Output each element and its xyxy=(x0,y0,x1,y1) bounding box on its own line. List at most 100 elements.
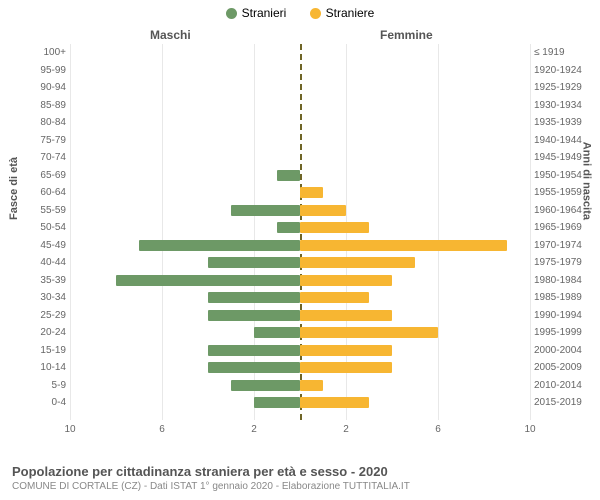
age-label: 65-69 xyxy=(26,170,66,181)
age-label: 10-14 xyxy=(26,362,66,373)
age-row: 0-42015-2019 xyxy=(70,394,530,412)
birth-label: 1965-1969 xyxy=(534,222,590,233)
bar-male xyxy=(277,222,300,233)
age-row: 5-92010-2014 xyxy=(70,377,530,395)
x-tick-label: 10 xyxy=(524,424,535,435)
age-label: 85-89 xyxy=(26,100,66,111)
chart-title: Popolazione per cittadinanza straniera p… xyxy=(12,464,588,479)
age-label: 50-54 xyxy=(26,222,66,233)
bar-female xyxy=(300,187,323,198)
bar-female xyxy=(300,397,369,408)
birth-label: 2015-2019 xyxy=(534,397,590,408)
age-row: 70-741945-1949 xyxy=(70,149,530,167)
age-label: 100+ xyxy=(26,47,66,58)
bar-female xyxy=(300,257,415,268)
age-label: 30-34 xyxy=(26,292,66,303)
legend-female-label: Straniere xyxy=(326,6,375,20)
x-tick-label: 6 xyxy=(159,424,165,435)
age-row: 65-691950-1954 xyxy=(70,167,530,185)
age-label: 5-9 xyxy=(26,380,66,391)
bar-female xyxy=(300,345,392,356)
age-label: 55-59 xyxy=(26,205,66,216)
age-row: 25-291990-1994 xyxy=(70,307,530,325)
age-label: 45-49 xyxy=(26,240,66,251)
age-label: 90-94 xyxy=(26,82,66,93)
age-row: 75-791940-1944 xyxy=(70,132,530,150)
age-label: 15-19 xyxy=(26,345,66,356)
chart-footer: Popolazione per cittadinanza straniera p… xyxy=(12,464,588,492)
bar-male xyxy=(208,362,300,373)
bar-male xyxy=(208,292,300,303)
age-row: 10-142005-2009 xyxy=(70,359,530,377)
age-label: 80-84 xyxy=(26,117,66,128)
birth-label: 1990-1994 xyxy=(534,310,590,321)
bar-female xyxy=(300,240,507,251)
age-row: 30-341985-1989 xyxy=(70,289,530,307)
birth-label: 1960-1964 xyxy=(534,205,590,216)
age-label: 35-39 xyxy=(26,275,66,286)
legend: Stranieri Straniere xyxy=(0,6,600,22)
age-row: 100+≤ 1919 xyxy=(70,44,530,62)
birth-label: 1970-1974 xyxy=(534,240,590,251)
age-label: 60-64 xyxy=(26,187,66,198)
birth-label: 1985-1989 xyxy=(534,292,590,303)
x-tick-label: 2 xyxy=(343,424,349,435)
age-row: 20-241995-1999 xyxy=(70,324,530,342)
bar-female xyxy=(300,205,346,216)
age-label: 0-4 xyxy=(26,397,66,408)
birth-label: 1945-1949 xyxy=(534,152,590,163)
bar-female xyxy=(300,310,392,321)
bar-male xyxy=(231,205,300,216)
age-row: 50-541965-1969 xyxy=(70,219,530,237)
age-label: 40-44 xyxy=(26,257,66,268)
birth-label: 1920-1924 xyxy=(534,65,590,76)
bar-female xyxy=(300,292,369,303)
male-swatch xyxy=(226,8,237,19)
plot-area: 100+≤ 191995-991920-192490-941925-192985… xyxy=(70,44,530,444)
bar-female xyxy=(300,275,392,286)
age-row: 85-891930-1934 xyxy=(70,97,530,115)
age-row: 90-941925-1929 xyxy=(70,79,530,97)
column-title-female: Femmine xyxy=(380,28,433,42)
birth-label: ≤ 1919 xyxy=(534,47,590,58)
birth-label: 2005-2009 xyxy=(534,362,590,373)
age-label: 95-99 xyxy=(26,65,66,76)
bar-male xyxy=(208,310,300,321)
birth-label: 1940-1944 xyxy=(534,135,590,146)
female-swatch xyxy=(310,8,321,19)
age-row: 95-991920-1924 xyxy=(70,62,530,80)
birth-label: 1980-1984 xyxy=(534,275,590,286)
bar-male xyxy=(231,380,300,391)
legend-female: Straniere xyxy=(310,6,375,20)
age-row: 35-391980-1984 xyxy=(70,272,530,290)
x-tick-label: 10 xyxy=(64,424,75,435)
bar-female xyxy=(300,327,438,338)
column-title-male: Maschi xyxy=(150,28,191,42)
age-row: 60-641955-1959 xyxy=(70,184,530,202)
birth-label: 1975-1979 xyxy=(534,257,590,268)
legend-male: Stranieri xyxy=(226,6,287,20)
age-label: 20-24 xyxy=(26,327,66,338)
age-label: 70-74 xyxy=(26,152,66,163)
bar-female xyxy=(300,362,392,373)
birth-label: 2000-2004 xyxy=(534,345,590,356)
x-axis: 10622610 xyxy=(70,424,530,444)
birth-label: 2010-2014 xyxy=(534,380,590,391)
birth-label: 1930-1934 xyxy=(534,100,590,111)
bar-male xyxy=(116,275,300,286)
y-axis-label-left: Fasce di età xyxy=(8,157,20,220)
bar-male xyxy=(139,240,300,251)
age-row: 80-841935-1939 xyxy=(70,114,530,132)
age-label: 25-29 xyxy=(26,310,66,321)
age-row: 40-441975-1979 xyxy=(70,254,530,272)
age-row: 45-491970-1974 xyxy=(70,237,530,255)
bar-male xyxy=(254,397,300,408)
legend-male-label: Stranieri xyxy=(242,6,287,20)
age-row: 55-591960-1964 xyxy=(70,202,530,220)
birth-label: 1950-1954 xyxy=(534,170,590,181)
bar-male xyxy=(254,327,300,338)
bar-male xyxy=(208,345,300,356)
age-label: 75-79 xyxy=(26,135,66,146)
x-tick-label: 2 xyxy=(251,424,257,435)
bar-female xyxy=(300,222,369,233)
